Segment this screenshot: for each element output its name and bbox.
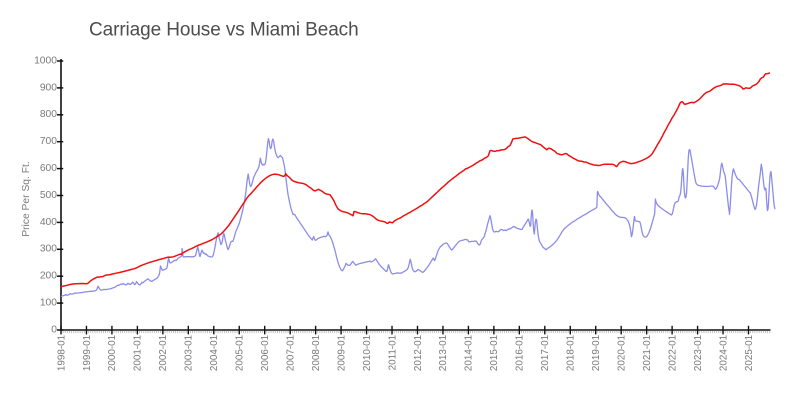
svg-text:2001-01: 2001-01	[133, 334, 144, 371]
svg-text:2007-01: 2007-01	[285, 334, 296, 371]
svg-text:2013-01: 2013-01	[438, 334, 449, 371]
svg-text:200: 200	[40, 271, 57, 282]
svg-text:2024-01: 2024-01	[718, 334, 729, 371]
svg-text:700: 700	[40, 136, 57, 147]
svg-text:100: 100	[40, 298, 57, 309]
svg-text:2014-01: 2014-01	[464, 334, 475, 371]
svg-text:2006-01: 2006-01	[260, 334, 271, 371]
svg-text:2000-01: 2000-01	[107, 334, 118, 371]
svg-text:2012-01: 2012-01	[413, 334, 424, 371]
svg-text:500: 500	[40, 190, 57, 201]
svg-text:2011-01: 2011-01	[387, 334, 398, 370]
svg-text:2019-01: 2019-01	[591, 334, 602, 371]
svg-text:1998-01: 1998-01	[56, 334, 67, 371]
svg-text:2015-01: 2015-01	[489, 334, 500, 371]
svg-text:2009-01: 2009-01	[336, 334, 347, 371]
svg-text:2025-01: 2025-01	[744, 334, 755, 371]
svg-text:2021-01: 2021-01	[642, 334, 653, 371]
svg-text:2004-01: 2004-01	[209, 334, 220, 371]
svg-text:1000: 1000	[34, 55, 57, 66]
svg-text:2020-01: 2020-01	[616, 334, 627, 371]
svg-text:Carriage House vs Miami Beach: Carriage House vs Miami Beach	[89, 20, 359, 41]
svg-text:2005-01: 2005-01	[235, 334, 246, 371]
svg-text:2017-01: 2017-01	[540, 334, 551, 371]
svg-text:400: 400	[40, 217, 57, 228]
svg-text:2008-01: 2008-01	[311, 334, 322, 371]
svg-text:600: 600	[40, 163, 57, 174]
svg-text:2022-01: 2022-01	[667, 334, 678, 371]
svg-text:300: 300	[40, 244, 57, 255]
svg-text:2010-01: 2010-01	[362, 334, 373, 371]
svg-text:2016-01: 2016-01	[515, 334, 526, 371]
svg-text:2002-01: 2002-01	[158, 334, 169, 371]
svg-text:2003-01: 2003-01	[184, 334, 195, 371]
svg-text:800: 800	[40, 109, 57, 120]
svg-text:Price Per Sq. Ft.: Price Per Sq. Ft.	[21, 161, 32, 237]
svg-text:900: 900	[40, 82, 57, 93]
svg-text:2018-01: 2018-01	[566, 334, 577, 371]
svg-text:1999-01: 1999-01	[82, 334, 93, 371]
svg-text:0: 0	[51, 324, 57, 335]
svg-text:2023-01: 2023-01	[693, 334, 704, 371]
